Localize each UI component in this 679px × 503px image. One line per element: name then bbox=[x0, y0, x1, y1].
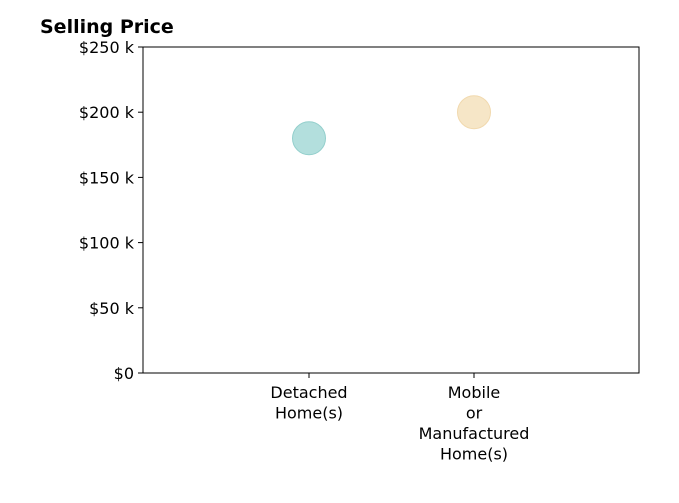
x-tick-label: Detached Home(s) bbox=[270, 383, 347, 423]
x-tick-label: Mobile or Manufactured Home(s) bbox=[419, 383, 530, 464]
data-points bbox=[292, 95, 491, 156]
y-tick-label: $0 bbox=[114, 364, 134, 383]
y-tick-label: $150 k bbox=[79, 168, 135, 187]
plot-area-frame bbox=[142, 46, 640, 374]
y-axis: $0 $50 k $100 k $150 k $200 k $250 k bbox=[79, 38, 143, 383]
x-axis: Detached Home(s) Mobile or Manufactured Home(… bbox=[270, 373, 529, 464]
data-point bbox=[457, 95, 491, 130]
y-tick-label: $250 k bbox=[79, 38, 135, 57]
y-tick-label: $50 k bbox=[89, 299, 135, 318]
chart-title: Selling Price bbox=[40, 16, 174, 38]
data-point bbox=[292, 121, 326, 156]
y-tick-label: $100 k bbox=[79, 234, 135, 253]
y-tick-label: $200 k bbox=[79, 103, 135, 122]
